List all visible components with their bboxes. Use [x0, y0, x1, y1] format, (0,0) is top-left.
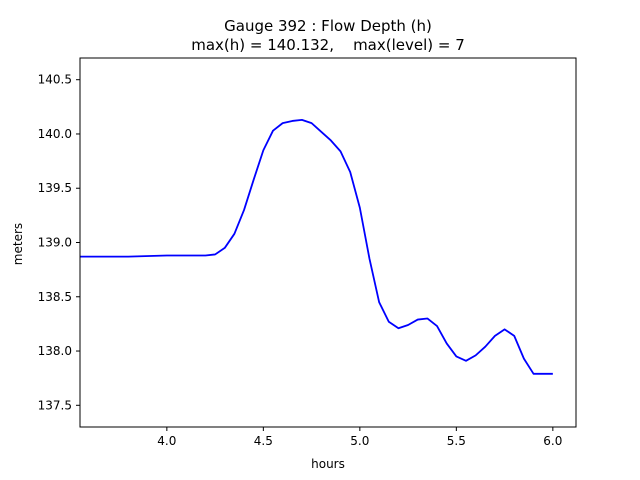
y-tick-label: 140.0: [38, 127, 72, 141]
plot-area: 4.0 4.5 5.0 5.5 6.0 137.5 138.0 138.5 139.0 139.5…: [38, 57, 577, 448]
y-tick-label: 139.5: [38, 181, 72, 195]
chart-title: Gauge 392 : Flow Depth (h): [224, 17, 432, 35]
y-axis-label: meters: [11, 223, 25, 265]
y-tick-label: 139.0: [38, 236, 72, 250]
series-line-0: [80, 118, 553, 375]
x-tick-label: 4.5: [254, 434, 273, 448]
x-tick-label: 5.0: [350, 434, 369, 448]
y-tick-label: 138.5: [38, 290, 72, 304]
chart-subtitle: max(h) = 140.132, max(level) = 7: [191, 36, 465, 54]
x-tick-label: 6.0: [543, 434, 562, 448]
x-axis-label: hours: [311, 457, 345, 471]
x-tick-label: 5.5: [447, 434, 466, 448]
y-tick-label: 138.0: [38, 344, 72, 358]
x-tick-label: 4.0: [157, 434, 176, 448]
y-tick-label: 140.5: [38, 73, 72, 87]
axes-frame: [79, 57, 577, 428]
y-tick-label: 137.5: [38, 398, 72, 412]
